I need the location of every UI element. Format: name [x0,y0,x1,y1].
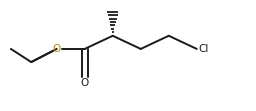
Text: Cl: Cl [198,44,208,54]
Text: O: O [81,78,89,88]
Text: O: O [52,44,61,54]
